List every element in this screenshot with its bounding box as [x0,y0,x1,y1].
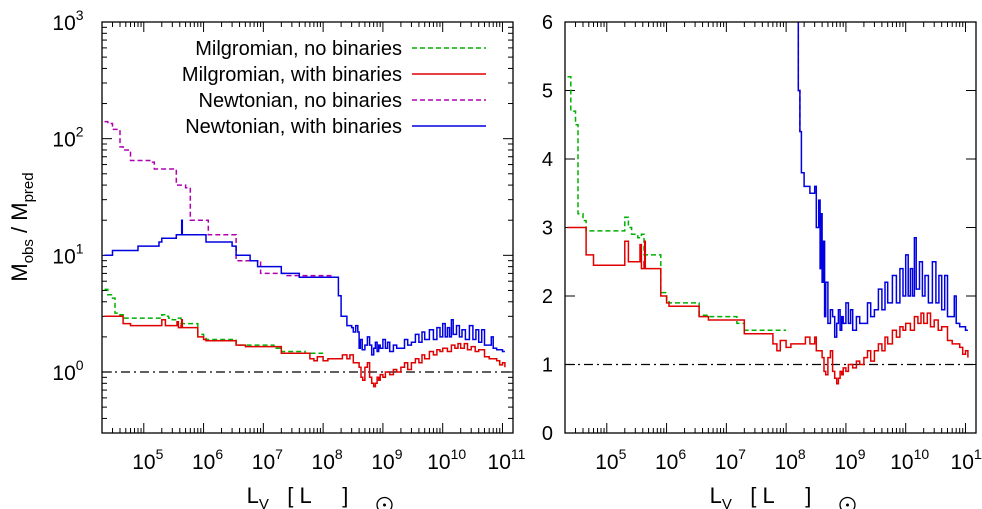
x-tick-base: 10 [775,451,798,474]
series-group [567,22,969,385]
legend-label: Milgromian, with binaries [182,64,402,86]
x-tick-base: 10 [371,451,394,474]
y-tick-exponent: 2 [76,124,84,140]
x-tick-label: 1011 [951,446,982,474]
series-group [104,120,506,388]
x-axis-label-close: ] [312,483,349,508]
x-tick-label: 105 [595,446,626,474]
series-line-3 [104,219,505,356]
x-tick-base: 10 [834,451,857,474]
y-tick-exponent: 0 [76,357,84,373]
y-axis-label-sub: obs [20,239,37,263]
x-tick-base: 10 [655,451,678,474]
sun-symbol-dot [846,503,849,507]
series-line-1 [104,315,506,388]
y-tick-label: 1 [542,355,553,377]
x-tick-label: 108 [312,446,343,474]
x-tick-label: 108 [775,446,806,474]
x-tick-label: 105 [132,446,163,474]
x-tick-exponent: 6 [678,446,686,462]
y-tick-label: 3 [542,218,553,240]
legend: Milgromian, no binaries Milgromian, with … [182,38,486,138]
x-tick-base: 10 [951,451,974,474]
x-tick-base: 10 [715,451,738,474]
x-axis-label-close: ] [775,483,812,508]
y-tick-label: 4 [542,149,553,171]
y-tick-label: 101 [52,240,83,268]
x-tick-label: 106 [655,446,686,474]
y-axis-label-mid: / M [7,202,32,239]
series-line-2 [104,120,334,277]
x-tick-base: 10 [890,451,913,474]
x-tick-exponent: 6 [215,446,223,462]
x-tick-exponent: 5 [619,446,627,462]
y-tick-label: 103 [52,7,83,35]
y-tick-label: 102 [52,124,83,152]
x-tick-label: 1010 [890,446,929,474]
x-tick-base: 10 [488,451,511,474]
x-tick-label: 107 [715,446,746,474]
x-axis-label-main: L [710,483,722,508]
plot-frame [101,21,514,434]
x-axis-label: LV [ L ] [710,483,812,509]
sun-symbol-dot [383,503,386,507]
x-tick-label: 106 [192,446,223,474]
x-tick-exponent: 7 [738,446,746,462]
x-tick-base: 10 [595,451,618,474]
x-tick-label: 109 [834,446,865,474]
x-axis-label-sub: V [259,496,269,509]
y-tick-label: 0 [542,423,553,445]
y-axis-label-main: M [7,263,32,281]
y-tick-label: 5 [542,81,553,103]
y-tick-exponent: 1 [76,240,84,256]
legend-label: Milgromian, no binaries [195,38,402,60]
series-line-0 [104,288,324,354]
x-tick-label: 1010 [427,446,466,474]
x-tick-exponent: 10 [914,446,930,462]
x-tick-exponent: 9 [858,446,866,462]
y-tick-label: 100 [52,357,83,385]
x-axis-label-main: L [247,483,259,508]
x-tick-label: 1011 [488,446,526,474]
x-axis-label-sub: V [722,496,732,509]
x-tick-base: 10 [192,451,215,474]
plot-frame [564,21,977,434]
x-tick-label: 109 [371,446,402,474]
legend-label: Newtonian, no binaries [199,90,402,112]
panel-right: 105106107108109101010110123456LV [ L ] [542,12,982,509]
sun-symbol [376,496,393,509]
series-line-1 [567,226,969,385]
x-tick-exponent: 8 [335,446,343,462]
y-tick-label: 6 [542,12,553,34]
x-tick-exponent: 5 [156,446,164,462]
legend-label: Newtonian, with binaries [185,116,402,138]
x-tick-label: 107 [252,446,283,474]
x-tick-base: 10 [252,451,275,474]
x-tick-exponent: 7 [275,446,283,462]
series-line-0 [567,76,787,332]
x-tick-exponent: 11 [511,446,526,462]
x-tick-exponent: 11 [974,446,982,462]
x-tick-base: 10 [132,451,155,474]
y-tick-base: 10 [52,245,75,268]
y-tick-base: 10 [52,362,75,385]
y-tick-label: 2 [542,286,553,308]
series-line-3 [797,22,968,338]
y-tick-base: 10 [52,12,75,35]
x-tick-base: 10 [312,451,335,474]
x-tick-exponent: 10 [451,446,467,462]
y-tick-base: 10 [52,129,75,152]
x-tick-exponent: 8 [798,446,806,462]
y-axis-label: Mobs / Mpred [7,172,37,281]
y-tick-exponent: 3 [76,7,84,23]
x-tick-exponent: 9 [395,446,403,462]
sun-symbol [839,496,856,509]
y-axis-label-sub: pred [20,172,37,202]
x-axis-label-unit: [ L [732,483,775,508]
x-axis-label: LV [ L ] [247,483,349,509]
x-axis-label-unit: [ L [269,483,312,508]
x-tick-base: 10 [427,451,450,474]
